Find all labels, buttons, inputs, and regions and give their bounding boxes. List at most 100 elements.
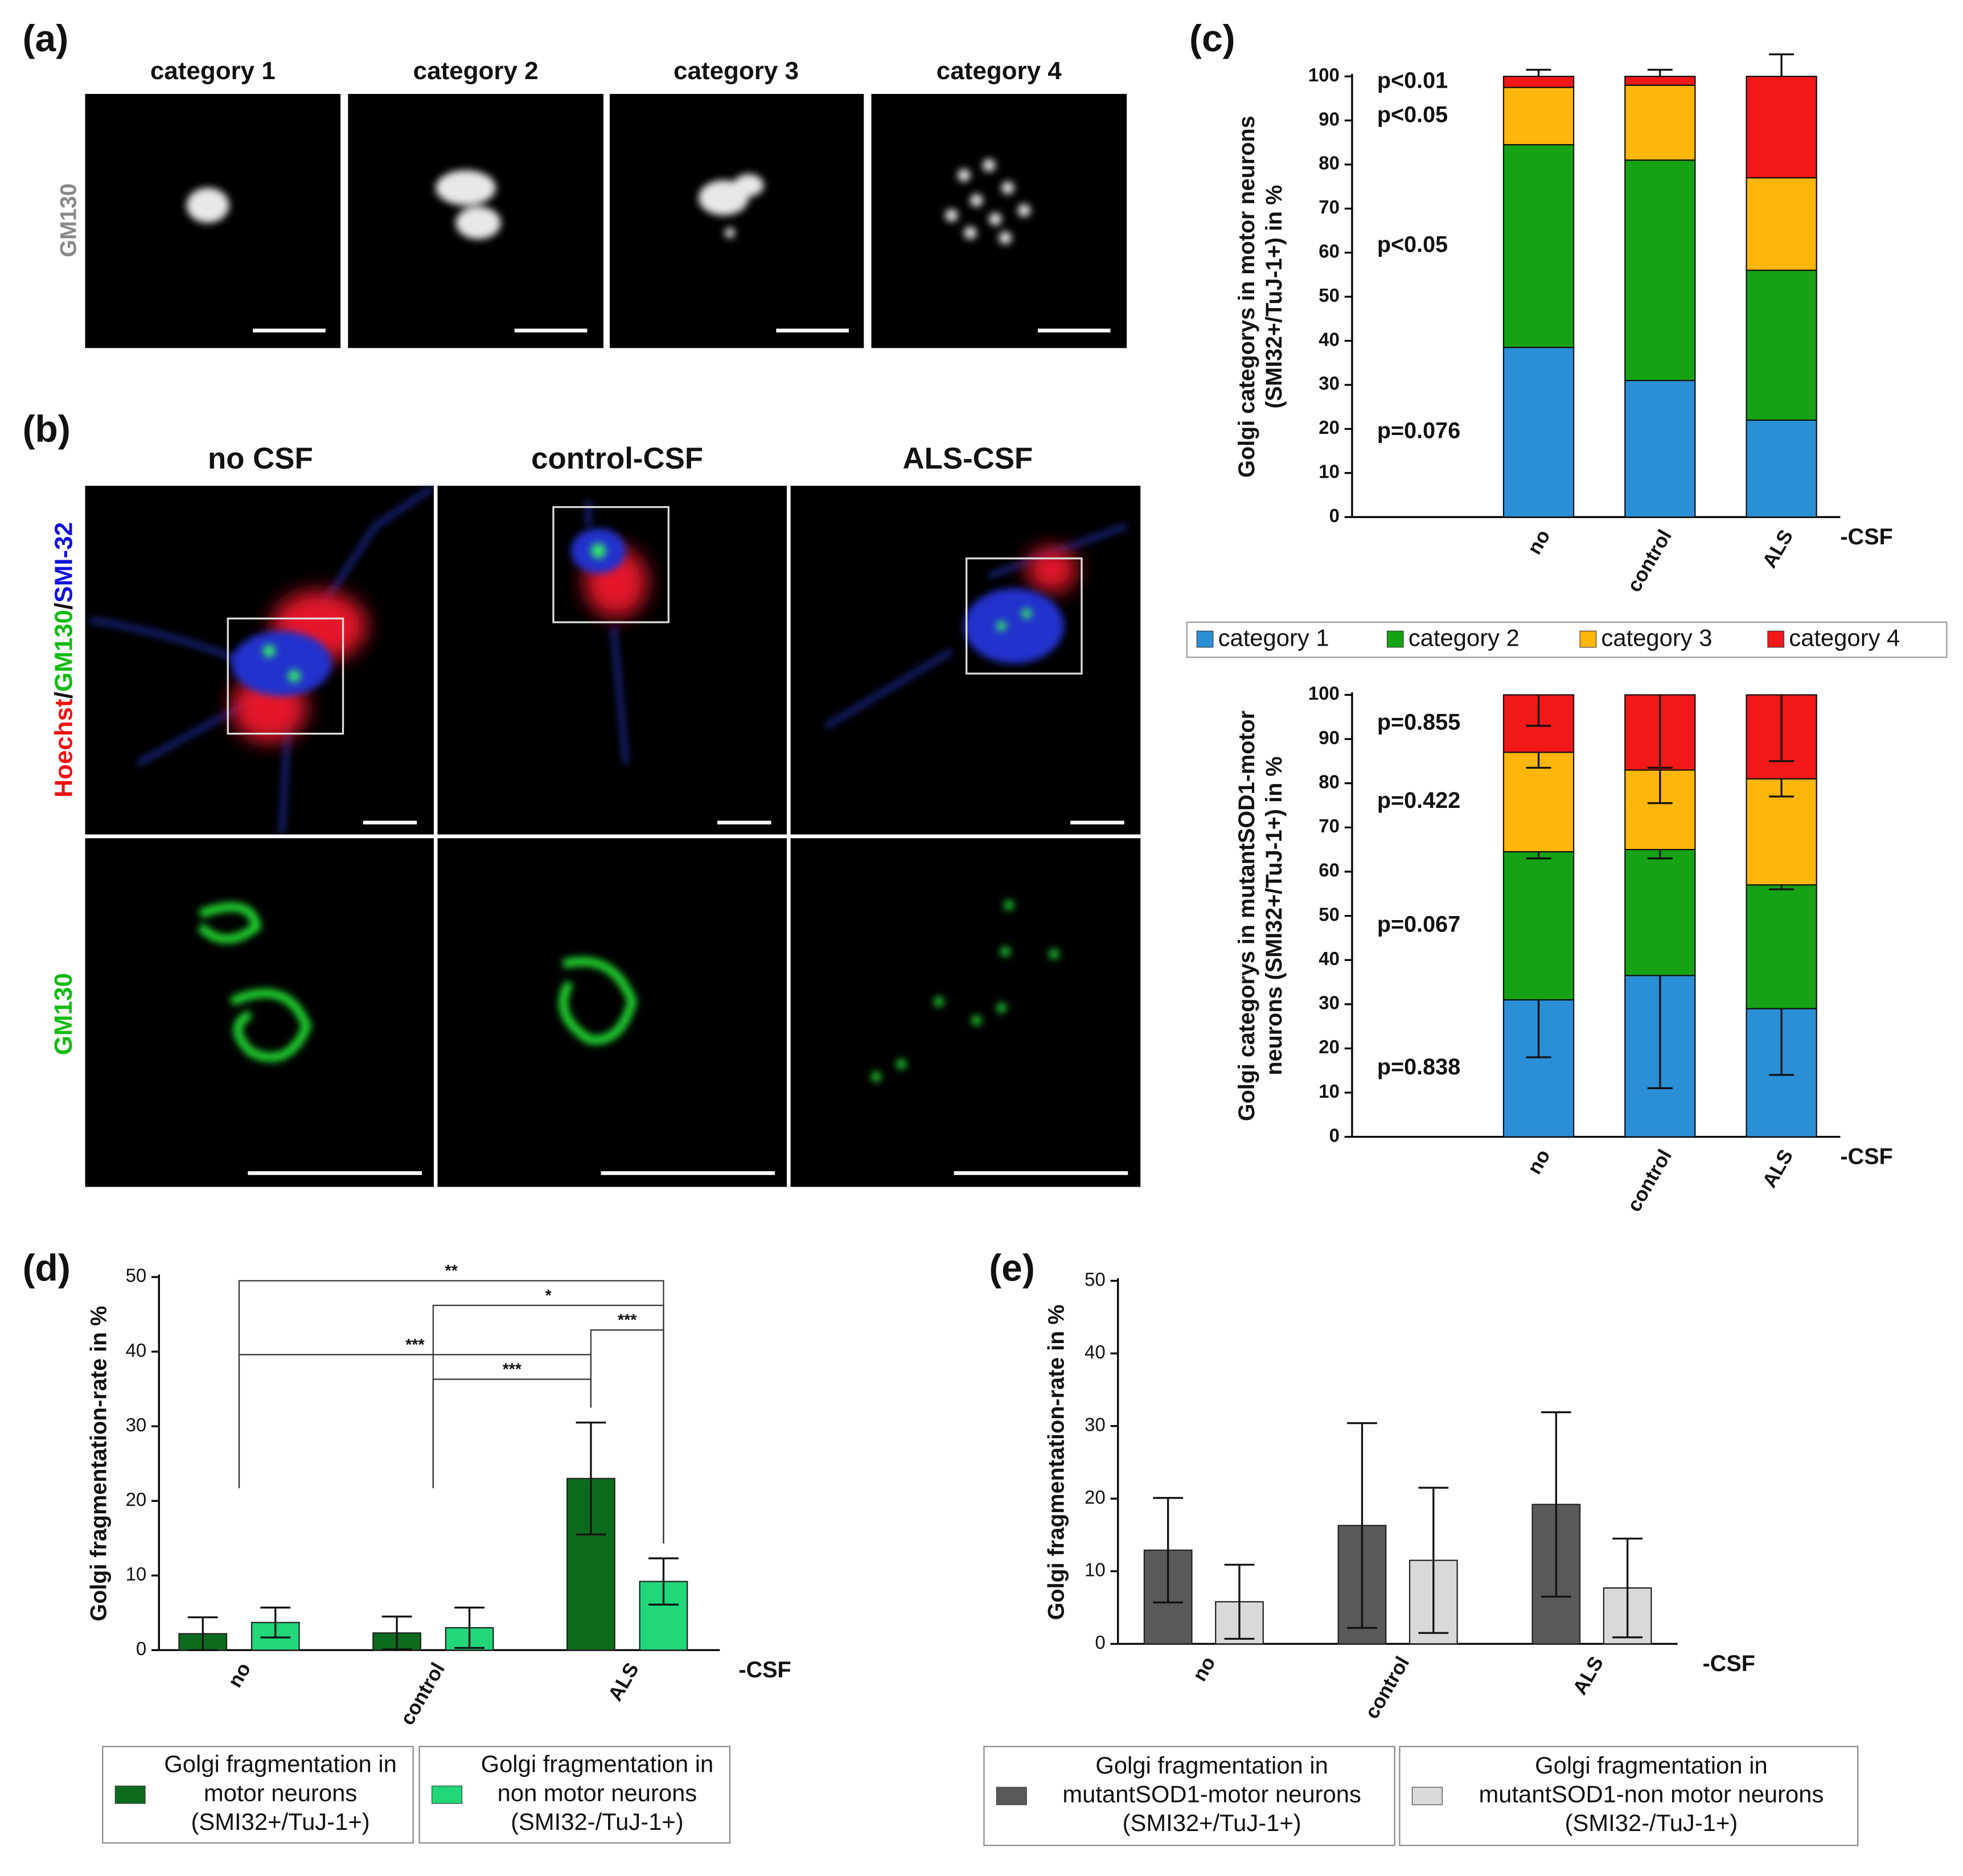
legend-swatch — [1767, 630, 1785, 648]
x-tick-label: no — [1523, 1146, 1554, 1178]
image-title: category 3 — [674, 57, 799, 85]
p-value: p=0.422 — [1377, 788, 1460, 813]
y-axis-label: neurons (SMI32+/TuJ-1+) in % — [1262, 757, 1287, 1075]
error-bar — [1526, 695, 1551, 727]
panel-label: (e) — [989, 1246, 1035, 1288]
legend-swatch — [996, 1787, 1027, 1805]
legend-label: (SMI32-/TuJ-1+) — [1565, 1809, 1738, 1836]
x-tick-label: control — [1623, 1146, 1676, 1216]
y-axis-label: Golgi fragmentation-rate in % — [1044, 1304, 1069, 1620]
bar-segment — [1502, 851, 1575, 1001]
legend-label: category 4 — [1789, 625, 1900, 651]
bar-segment — [1502, 347, 1575, 518]
p-value: p<0.01 — [1377, 68, 1448, 93]
legend-box — [983, 1746, 1395, 1846]
micrograph-grid — [85, 486, 1141, 1187]
y-tick-label: 20 — [126, 1489, 147, 1510]
y-tick-label: 10 — [126, 1563, 147, 1584]
legend-box — [418, 1746, 731, 1844]
stain-label: Hoechst/GM130/SMI-32 — [50, 522, 77, 798]
error-bar — [1647, 695, 1673, 769]
legend-label: Golgi fragmentation in — [1095, 1752, 1328, 1779]
error-bar — [187, 1616, 218, 1651]
y-tick-label: 40 — [1319, 329, 1340, 350]
legend-label: Golgi fragmentation in — [164, 1751, 397, 1778]
x-tick-label: ALS — [1568, 1653, 1608, 1698]
error-bar — [1647, 770, 1673, 804]
significance-label: ** — [445, 1262, 458, 1280]
y-tick-label: 0 — [1329, 1124, 1340, 1146]
stain: / — [50, 603, 77, 610]
p-value: p=0.838 — [1377, 1054, 1460, 1079]
y-tick-label: 70 — [1319, 196, 1340, 217]
y-tick-label: 0 — [1329, 505, 1340, 526]
y-tick-label: 20 — [1319, 1036, 1340, 1057]
image-title: control-CSF — [531, 442, 703, 475]
legend-label: (SMI32+/TuJ-1+) — [191, 1808, 370, 1835]
bar-segment — [1502, 76, 1575, 88]
bar-segment — [1746, 884, 1817, 1009]
significance-bracket — [432, 1378, 592, 1488]
x-tick-label: ALS — [604, 1659, 643, 1705]
y-tick-label: 30 — [1319, 373, 1340, 394]
panel-label: (c) — [1189, 17, 1235, 59]
bar-segment — [1746, 419, 1817, 518]
image-title: category 4 — [937, 57, 1062, 85]
y-tick-label: 50 — [1319, 285, 1340, 306]
x-axis-label: -CSF — [1841, 524, 1893, 549]
x-tick-label: no — [1523, 526, 1554, 559]
y-tick-label: 40 — [1085, 1341, 1106, 1362]
legend-label: mutantSOD1-non motor neurons — [1479, 1780, 1824, 1807]
micrograph-row — [85, 93, 1127, 348]
bar-segment — [1624, 76, 1696, 86]
error-bar — [1769, 778, 1794, 798]
error-bar — [1769, 695, 1794, 762]
bar-segment — [1502, 87, 1575, 146]
y-tick-label: 50 — [1085, 1269, 1106, 1290]
y-tick-label: 0 — [136, 1638, 146, 1659]
stain-label: GM130 — [56, 183, 81, 257]
panel-label: (d) — [23, 1246, 71, 1288]
x-tick-label: ALS — [1758, 1146, 1797, 1191]
p-value: p=0.067 — [1377, 912, 1460, 937]
error-bar — [1647, 975, 1673, 1089]
error-bar — [1526, 752, 1551, 769]
stain: / — [50, 692, 77, 699]
error-bar — [1526, 68, 1551, 77]
error-bar — [1769, 885, 1794, 890]
error-bar — [260, 1606, 291, 1639]
x-tick-label: control — [1361, 1653, 1414, 1723]
error-bar — [1541, 1411, 1571, 1598]
stain: SMI-32 — [50, 522, 77, 603]
legend-swatch — [1579, 630, 1597, 648]
image-title: category 1 — [150, 57, 276, 85]
legend-label: non motor neurons — [498, 1779, 697, 1806]
x-tick-label: ALS — [1758, 526, 1797, 572]
x-tick-label: no — [1188, 1653, 1219, 1685]
y-tick-label: 0 — [1095, 1632, 1105, 1653]
p-value: p=0.076 — [1377, 418, 1460, 444]
panel-label: (a) — [23, 17, 69, 59]
error-bar — [1526, 852, 1551, 860]
error-bar — [1526, 1000, 1551, 1058]
legend-label: motor neurons — [204, 1779, 357, 1806]
significance-label: *** — [405, 1336, 425, 1354]
image-title: no CSF — [208, 442, 313, 475]
y-axis-label: Golgi categorys in mutantSOD1-motor — [1234, 711, 1259, 1121]
panel-label: (b) — [23, 408, 71, 450]
x-axis-label: -CSF — [738, 1657, 791, 1682]
bar-segment — [1624, 84, 1696, 161]
legend-swatch — [114, 1785, 146, 1804]
legend-label: mutantSOD1-motor neurons — [1062, 1780, 1361, 1807]
legend-swatch — [1386, 630, 1404, 648]
error-bar — [1347, 1422, 1377, 1629]
y-axis-label: Golgi categorys in motor neurons — [1234, 116, 1259, 478]
image-title: ALS-CSF — [902, 442, 1033, 475]
error-bar — [648, 1557, 679, 1606]
y-tick-label: 40 — [1319, 948, 1340, 969]
y-tick-label: 20 — [1085, 1487, 1106, 1508]
legend-swatch — [1196, 630, 1214, 648]
x-axis-label: -CSF — [1841, 1144, 1893, 1169]
legend-box — [1399, 1746, 1859, 1846]
y-tick-label: 30 — [126, 1414, 147, 1435]
